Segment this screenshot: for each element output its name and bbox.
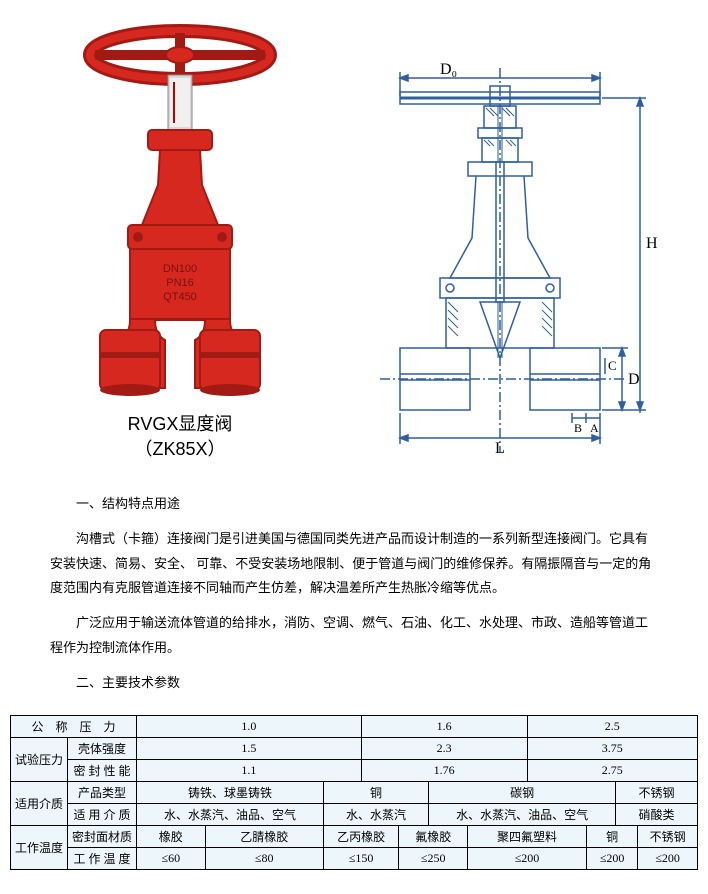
cell: 不锈钢 — [638, 826, 698, 848]
cell: 1.0 — [137, 716, 362, 738]
cell: 水、水蒸汽、油品、空气 — [137, 804, 324, 826]
paragraph-2: 广泛应用于输送流体管道的给排水，消防、空调、燃气、石油、化工、水处理、市政、造船… — [50, 611, 658, 660]
table-row: 公 称 压 力 1.0 1.6 2.5 — [11, 716, 698, 738]
cell: 适 用 介 质 — [68, 804, 137, 826]
cell: 1.6 — [361, 716, 527, 738]
cell: 壳体强度 — [68, 738, 137, 760]
svg-text:QT450: QT450 — [163, 291, 197, 303]
label-l: L — [495, 440, 505, 457]
caption-line1: RVGX显度阀 — [60, 412, 300, 437]
cell: ≤60 — [137, 848, 206, 870]
cell: 铜 — [587, 826, 638, 848]
caption-line2: （ZK85X） — [60, 437, 300, 462]
tech-drawing-svg: D₀ H D L C B A — [340, 58, 660, 458]
cell: 1.1 — [137, 760, 362, 782]
cell: 聚四氟塑料 — [468, 826, 587, 848]
cell: 3.75 — [527, 738, 697, 760]
cell: ≤200 — [638, 848, 698, 870]
cell: 铜 — [323, 782, 428, 804]
label-h: H — [646, 235, 658, 252]
cell: 乙腈橡胶 — [205, 826, 323, 848]
cell: 产品类型 — [68, 782, 137, 804]
cell-test-pressure: 试验压力 — [11, 738, 68, 782]
cell-temp: 工作温度 — [11, 826, 68, 870]
tech-drawing-block: D₀ H D L C B A — [340, 58, 660, 462]
cell: 不锈钢 — [616, 782, 698, 804]
cell: 水、水蒸汽、油品、空气 — [429, 804, 616, 826]
cell: ≤200 — [587, 848, 638, 870]
cell: 工 作 温 度 — [68, 848, 137, 870]
paragraph-1: 沟槽式（卡箍）连接阀门是引进美国与德国同类先进产品而设计制造的一系列新型连接阀门… — [50, 527, 658, 601]
cell: 2.5 — [527, 716, 697, 738]
cell: ≤80 — [205, 848, 323, 870]
table-row: 工作温度 密封面材质 橡胶 乙腈橡胶 乙丙橡胶 氟橡胶 聚四氟塑料 铜 不锈钢 — [11, 826, 698, 848]
cell: 乙丙橡胶 — [323, 826, 399, 848]
cell: 密封面材质 — [68, 826, 137, 848]
cell: 水、水蒸汽 — [323, 804, 428, 826]
valve-photo-svg: DN100 PN16 QT450 — [70, 20, 290, 400]
cell: 1.5 — [137, 738, 362, 760]
heading-2: 二、主要技术参数 — [50, 671, 658, 696]
cell: 密 封 性 能 — [68, 760, 137, 782]
cell: 铸铁、球墨铸铁 — [137, 782, 324, 804]
cell: 1.76 — [361, 760, 527, 782]
cell: 碳钢 — [429, 782, 616, 804]
label-d0: D₀ — [440, 61, 457, 78]
text-body: 一、结构特点用途 沟槽式（卡箍）连接阀门是引进美国与德国同类先进产品而设计制造的… — [0, 472, 708, 715]
heading-1: 一、结构特点用途 — [50, 492, 658, 517]
table-row: 适用介质 产品类型 铸铁、球墨铸铁 铜 碳钢 不锈钢 — [11, 782, 698, 804]
cell-nominal-pressure: 公 称 压 力 — [11, 716, 137, 738]
table-row: 工 作 温 度 ≤60 ≤80 ≤150 ≤250 ≤200 ≤200 ≤200 — [11, 848, 698, 870]
cell: 2.75 — [527, 760, 697, 782]
table-row: 密 封 性 能 1.1 1.76 2.75 — [11, 760, 698, 782]
cell-medium: 适用介质 — [11, 782, 68, 826]
cell: 硝酸类 — [616, 804, 698, 826]
table-row: 试验压力 壳体强度 1.5 2.3 3.75 — [11, 738, 698, 760]
photo-caption: RVGX显度阀 （ZK85X） — [60, 412, 300, 462]
table-row: 适 用 介 质 水、水蒸汽、油品、空气 水、水蒸汽 水、水蒸汽、油品、空气 硝酸… — [11, 804, 698, 826]
cell: ≤150 — [323, 848, 399, 870]
cell: 橡胶 — [137, 826, 206, 848]
label-c: C — [608, 358, 617, 373]
valve-photo-block: DN100 PN16 QT450 RVGX显度阀 （ZK85X） — [60, 20, 300, 462]
label-d: D — [628, 371, 640, 388]
cell: 2.3 — [361, 738, 527, 760]
cell: ≤200 — [468, 848, 587, 870]
cell: ≤250 — [399, 848, 468, 870]
spec-table: 公 称 压 力 1.0 1.6 2.5 试验压力 壳体强度 1.5 2.3 3.… — [10, 715, 698, 870]
label-b: B — [574, 421, 582, 435]
svg-text:PN16: PN16 — [166, 277, 194, 289]
svg-text:DN100: DN100 — [163, 263, 197, 275]
label-a: A — [590, 421, 599, 435]
cell: 氟橡胶 — [399, 826, 468, 848]
